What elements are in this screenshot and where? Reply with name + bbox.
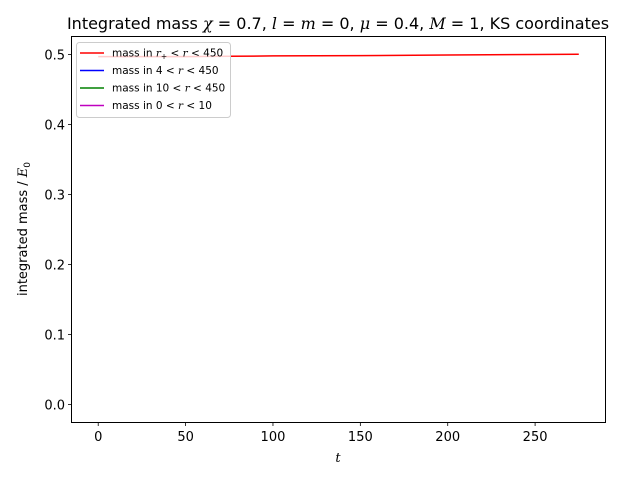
legend-label-0: mass in r+ < r < 450 (112, 48, 223, 62)
x-tick-label: 200 (435, 430, 460, 445)
y-tick-label: 0.4 (44, 119, 65, 134)
y-tick-label: 0.1 (44, 329, 65, 344)
legend-box (76, 42, 231, 118)
legend-items: mass in r+ < r < 450 mass in 4 < r < 450 m… (80, 48, 225, 112)
chart-title: Integrated mass χ = 0.7, l = m = 0, μ = … (67, 14, 609, 33)
title-l-eq: = (277, 14, 301, 33)
y-tick-label: 0.0 (44, 399, 65, 414)
y-axis-label: integrated mass / E0 (16, 162, 33, 296)
legend-label-3: mass in 0 < r < 10 (112, 100, 212, 112)
x-axis-label: t (335, 451, 341, 466)
x-ticks: 0 50 100 150 200 250 (94, 422, 548, 445)
title-chi-val: = 0.7, (213, 14, 272, 33)
x-tick-label: 150 (348, 430, 373, 445)
plot-area (71, 36, 606, 423)
x-tick-label: 50 (177, 430, 194, 445)
title-chi: χ (202, 14, 214, 33)
title-mu: μ (360, 14, 370, 33)
x-tick-label: 250 (523, 430, 548, 445)
title-mu-val: = 0.4, (370, 14, 429, 33)
y-axis-label-E: E (16, 167, 31, 178)
y-axis-label-sub: 0 (23, 162, 33, 168)
y-axis-label-text: integrated mass / (16, 177, 31, 296)
title-m: m (301, 14, 316, 33)
title-pre: Integrated mass (67, 14, 203, 33)
y-tick-label: 0.3 (44, 189, 65, 204)
legend: mass in r+ < r < 450 mass in 4 < r < 450 m… (76, 42, 231, 118)
title-post: , KS coordinates (479, 14, 609, 33)
x-tick-label: 0 (94, 430, 102, 445)
y-tick-label: 0.2 (44, 259, 65, 274)
y-tick-label: 0.5 (44, 49, 65, 64)
legend-label-2: mass in 10 < r < 450 (112, 83, 225, 95)
title-M: M (428, 14, 446, 33)
title-M-val: = 1 (446, 14, 480, 33)
x-tick-label: 100 (261, 430, 286, 445)
title-l: l (272, 14, 277, 33)
y-ticks: 0.0 0.1 0.2 0.3 0.4 0.5 (44, 49, 72, 414)
legend-label-1: mass in 4 < r < 450 (112, 65, 219, 77)
title-m-val: = 0, (316, 14, 360, 33)
